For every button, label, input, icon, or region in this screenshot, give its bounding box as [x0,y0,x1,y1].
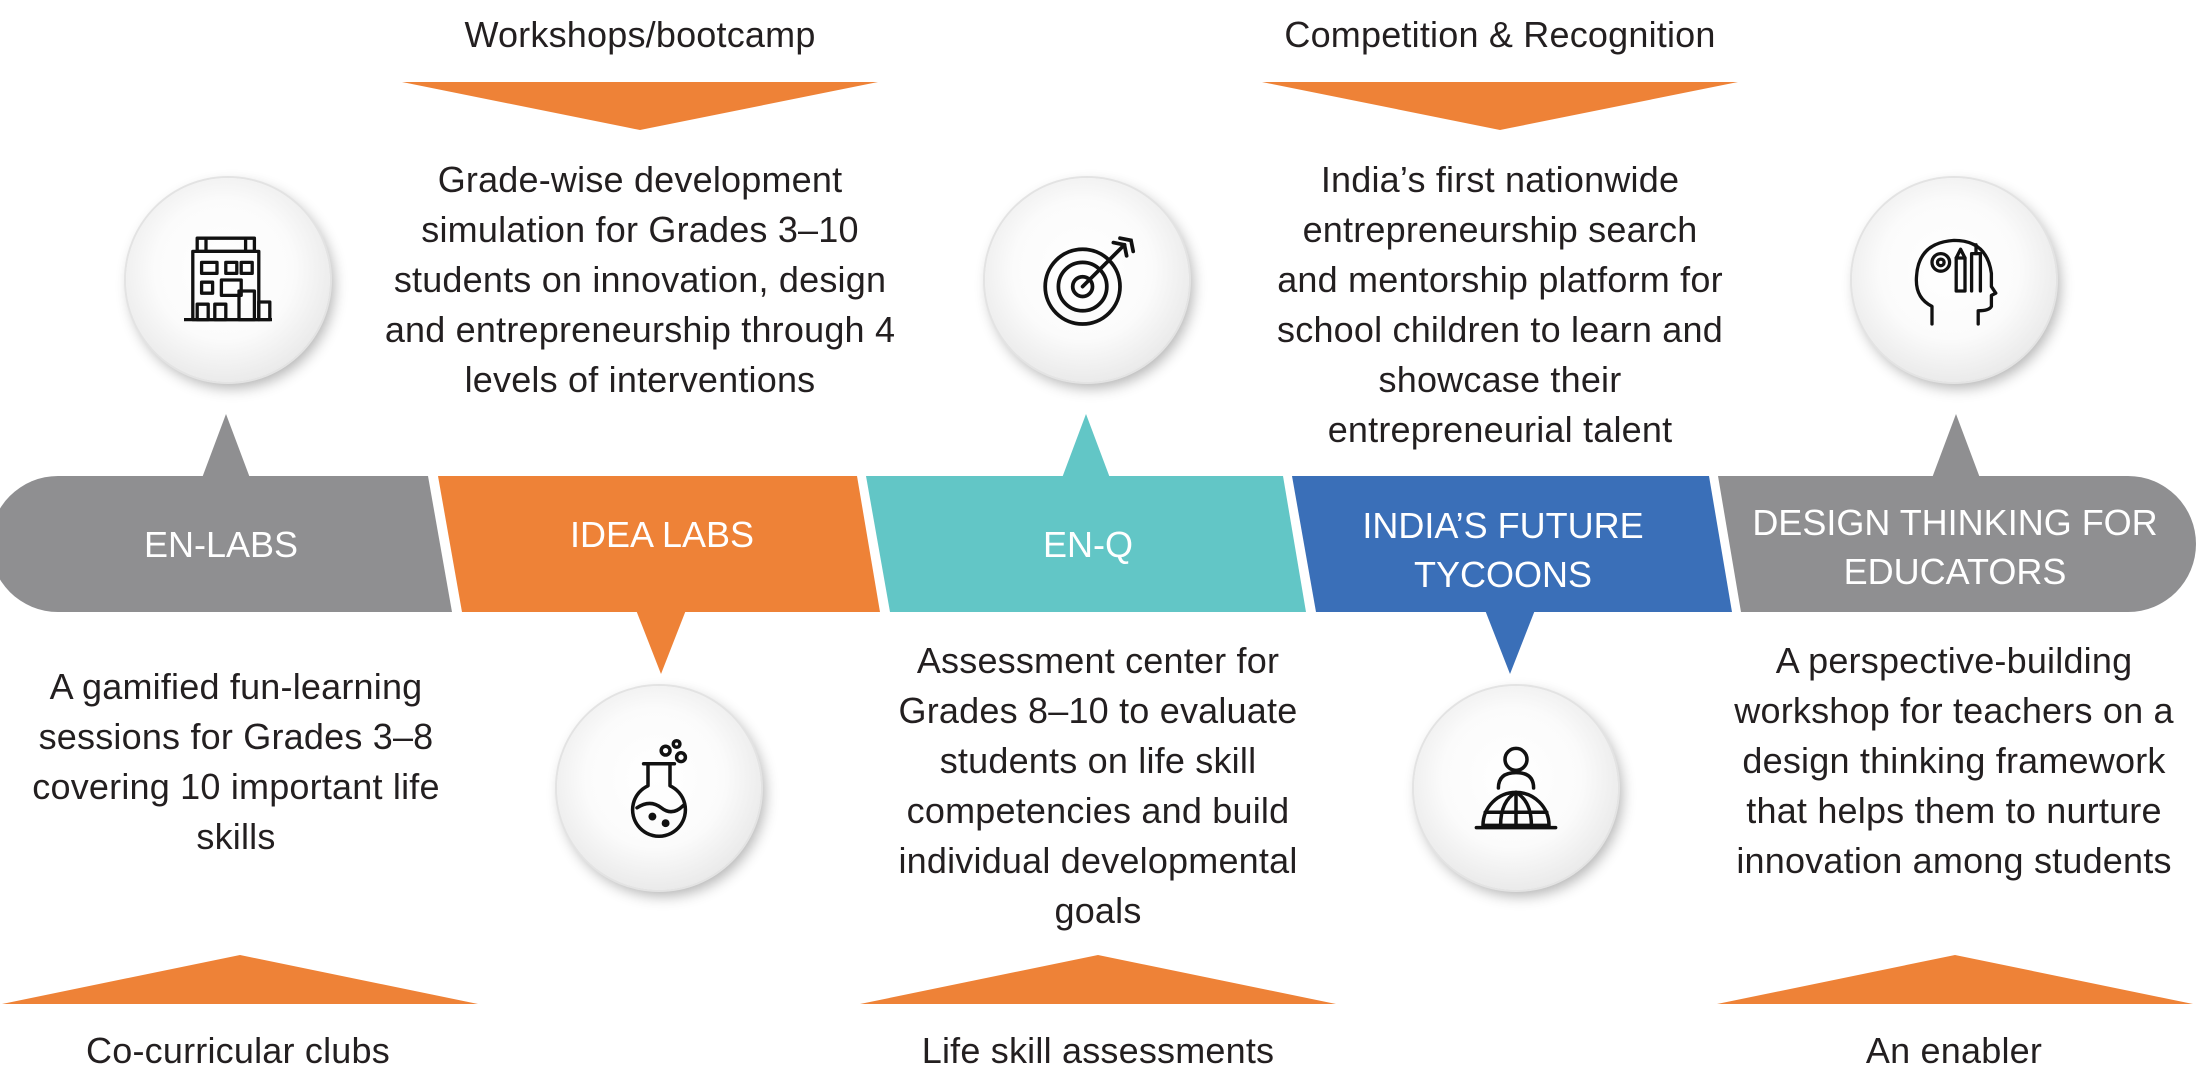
heading-competition: Competition & Recognition [1284,14,1716,55]
bottom-banner-assessments [860,955,1336,1004]
globe-person-icon [1474,746,1558,830]
segment-label-design-thinking: DESIGN THINKING FOR EDUCATORS [1740,479,2170,615]
description-en-q: Assessment center for Grades 8–10 to eva… [898,640,1298,931]
band-segment-tycoons [1292,476,1732,612]
description-design-thinking: A perspective-building workshop for teac… [1734,640,2174,881]
segment-label-tycoons: INDIA’S FUTURE TYCOONS [1340,482,1666,618]
description-en-labs: A gamified fun-learning sessions for Gra… [32,666,440,857]
top-banner-competition [1262,82,1738,130]
heading-workshops: Workshops/bootcamp [464,14,816,55]
heading-assessments: Life skill assessments [921,1030,1275,1071]
description-idea-labs: Grade-wise development simulation for Gr… [384,159,896,400]
segment-text-idea-labs: IDEA LABS [569,513,755,555]
icon-circle-design-thinking [1852,178,2056,382]
bottom-banner-enabler [1717,955,2193,1004]
icon-circle-tycoons [1414,686,1618,890]
pointer-up-en-labs [202,414,250,478]
band-segment-en-q [866,476,1306,612]
target-icon [1043,236,1136,326]
segment-label-en-labs: EN-LABS [60,476,382,612]
top-banner-workshops [402,82,878,130]
band-segment-en-labs [0,476,452,612]
heading-clubs: Co-curricular clubs [86,1030,390,1071]
band-segment-design-thinking [1718,476,2196,612]
head-tools-icon [1914,238,1998,326]
band-segment-idea-labs [438,476,880,612]
segment-text-en-q: EN-Q [1043,523,1133,565]
pointer-up-en-q [1062,414,1110,478]
icon-circle-en-labs [126,178,330,382]
pointer-down-idea-labs [636,610,686,674]
icon-circle-idea-labs [557,686,761,890]
segment-text-tycoons: INDIA’S FUTURE TYCOONS [1362,505,1644,595]
description-tycoons: India’s first nationwide entrepreneurshi… [1277,159,1723,450]
segment-text-en-labs: EN-LABS [143,523,299,565]
flask-icon [630,738,688,838]
heading-enabler: An enabler [1865,1030,2043,1071]
segment-text-design-thinking: DESIGN THINKING FOR EDUCATORS [1752,502,2158,592]
pointer-up-design-thinking [1932,414,1980,478]
bottom-banner-clubs [2,955,478,1004]
icon-circle-en-q [985,178,1189,382]
building-icon [184,236,272,322]
pointer-down-tycoons [1485,610,1535,674]
segment-label-en-q: EN-Q [896,476,1280,612]
segment-label-idea-labs: IDEA LABS [470,466,854,602]
